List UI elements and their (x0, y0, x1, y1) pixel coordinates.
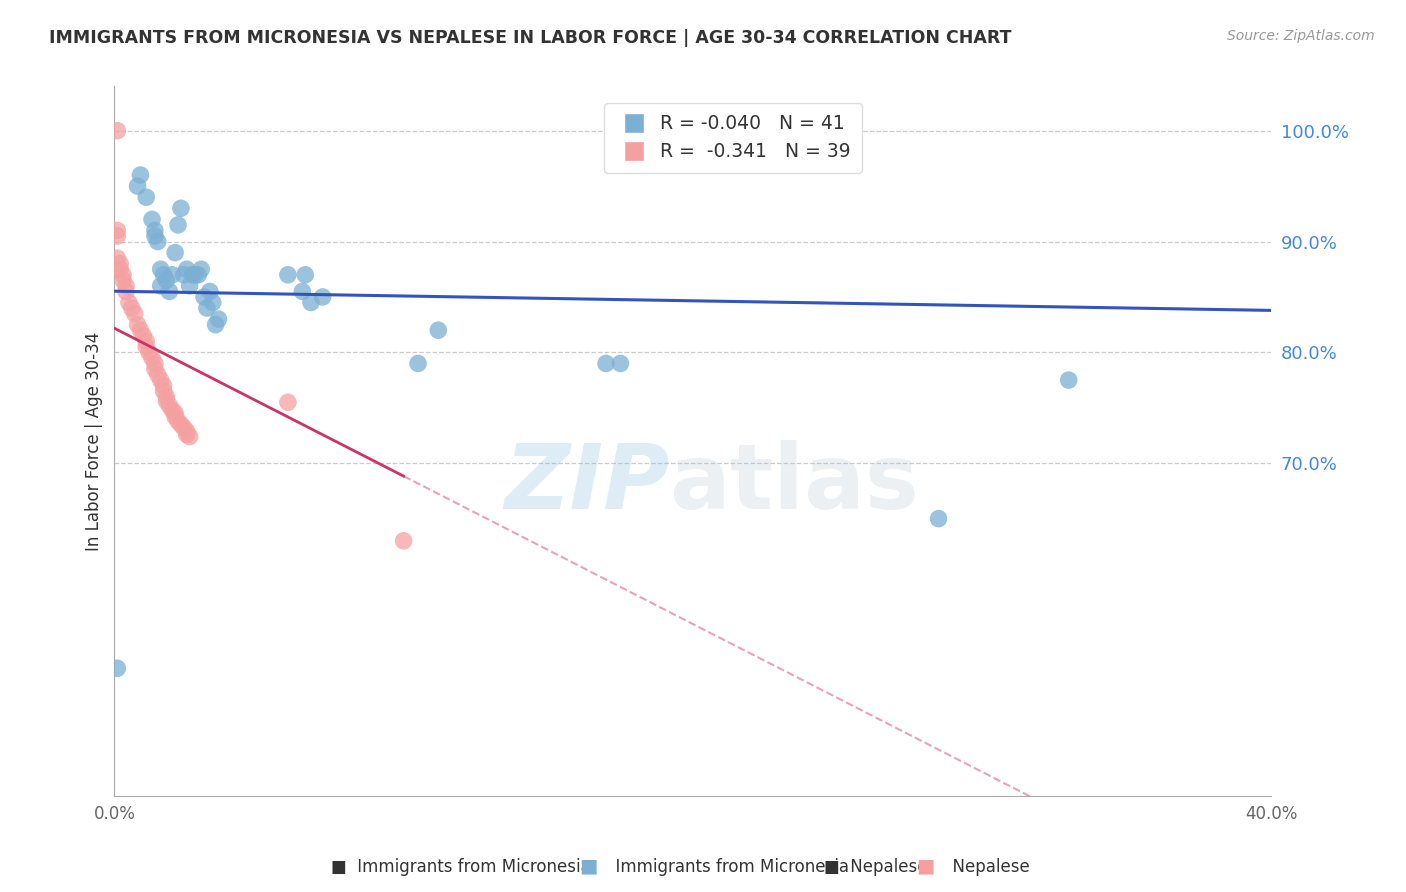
Point (149, 262, 172, 277)
Point (138, 345, 160, 359)
Point (152, 384, 174, 399)
Point (167, 218, 190, 232)
Point (112, 268, 135, 282)
Point (155, 394, 177, 409)
Point (170, 202, 193, 216)
Point (201, 295, 224, 310)
Point (155, 390, 177, 404)
Point (124, 307, 146, 321)
Point (157, 399, 180, 413)
Point (108, 257, 131, 271)
Point (143, 229, 166, 244)
Point (141, 212, 163, 227)
Point (141, 351, 163, 365)
Point (155, 273, 177, 287)
Point (143, 356, 166, 370)
Point (311, 290, 333, 304)
Point (277, 268, 299, 282)
Y-axis label: In Labor Force | Age 30-34: In Labor Force | Age 30-34 (86, 332, 103, 550)
Point (143, 223, 166, 237)
Text: ■  Nepalese: ■ Nepalese (824, 858, 928, 876)
Point (170, 417, 193, 432)
Point (193, 290, 215, 304)
Text: ZIP: ZIP (505, 440, 669, 528)
Point (162, 268, 184, 282)
Point (135, 340, 157, 354)
Point (1057, 373, 1080, 387)
Point (595, 356, 617, 370)
Point (112, 273, 135, 287)
Point (299, 295, 322, 310)
Point (609, 356, 631, 370)
Point (198, 285, 221, 299)
Text: ■  Immigrants from Micronesia: ■ Immigrants from Micronesia (330, 858, 591, 876)
Point (167, 414, 190, 428)
Point (146, 368, 169, 382)
Point (129, 168, 152, 182)
Point (127, 318, 149, 332)
Point (179, 278, 201, 293)
Point (406, 356, 429, 370)
Point (129, 323, 152, 337)
Point (115, 278, 138, 293)
Point (127, 179, 149, 194)
Point (162, 403, 184, 417)
Point (184, 268, 207, 282)
Point (149, 373, 172, 387)
Legend: R = -0.040   N = 41, R =  -0.341   N = 39: R = -0.040 N = 41, R = -0.341 N = 39 (603, 103, 862, 173)
Point (190, 262, 212, 277)
Point (176, 427, 198, 442)
Point (427, 323, 450, 337)
Text: ■: ■ (579, 857, 598, 876)
Point (152, 268, 174, 282)
Point (135, 190, 157, 204)
Text: atlas: atlas (669, 440, 920, 528)
Point (165, 245, 187, 260)
Point (135, 334, 157, 349)
Point (277, 395, 299, 409)
Point (105, 124, 128, 138)
Point (165, 409, 187, 424)
Point (291, 285, 314, 299)
Point (176, 262, 198, 277)
Text: Source: ZipAtlas.com: Source: ZipAtlas.com (1227, 29, 1375, 43)
Point (173, 268, 195, 282)
Point (105, 251, 128, 265)
Point (105, 661, 128, 675)
Point (173, 421, 195, 435)
Text: Immigrants from Micronesia: Immigrants from Micronesia (605, 858, 849, 876)
Point (108, 262, 131, 277)
Point (928, 511, 950, 525)
Point (105, 229, 128, 244)
Point (187, 268, 209, 282)
Point (115, 285, 138, 299)
Point (152, 378, 174, 392)
Point (146, 235, 169, 249)
Point (207, 312, 229, 326)
Text: Nepalese: Nepalese (942, 858, 1029, 876)
Point (143, 362, 166, 376)
Point (204, 318, 226, 332)
Point (181, 268, 204, 282)
Text: IMMIGRANTS FROM MICRONESIA VS NEPALESE IN LABOR FORCE | AGE 30-34 CORRELATION CH: IMMIGRANTS FROM MICRONESIA VS NEPALESE I… (49, 29, 1012, 46)
Point (157, 285, 180, 299)
Point (121, 301, 143, 315)
Point (149, 278, 172, 293)
Point (392, 533, 415, 548)
Point (176, 424, 198, 438)
Point (118, 295, 141, 310)
Point (179, 429, 201, 443)
Point (132, 328, 155, 343)
Point (165, 406, 187, 420)
Point (195, 301, 218, 315)
Point (105, 223, 128, 237)
Text: ■: ■ (917, 857, 935, 876)
Point (294, 268, 316, 282)
